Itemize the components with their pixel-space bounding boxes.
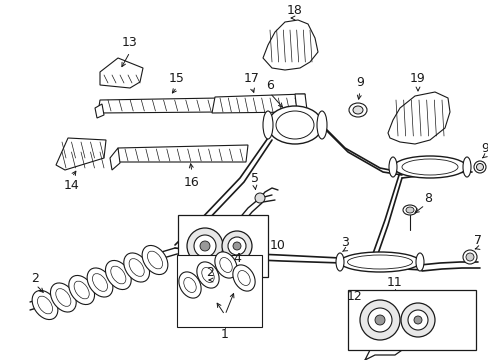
Ellipse shape (267, 106, 322, 144)
Ellipse shape (401, 159, 457, 175)
Ellipse shape (197, 262, 219, 288)
Text: 3: 3 (340, 235, 348, 248)
Ellipse shape (38, 296, 52, 314)
Bar (178, 215, 267, 277)
Ellipse shape (275, 111, 313, 139)
Ellipse shape (352, 106, 362, 114)
Text: 14: 14 (64, 179, 80, 192)
Circle shape (407, 310, 427, 330)
Circle shape (200, 241, 209, 251)
Ellipse shape (335, 253, 343, 271)
Ellipse shape (405, 207, 413, 213)
Ellipse shape (462, 157, 470, 177)
Ellipse shape (87, 268, 113, 297)
Circle shape (227, 237, 245, 255)
Ellipse shape (348, 103, 366, 117)
Ellipse shape (74, 281, 89, 299)
Text: 8: 8 (423, 192, 431, 204)
Text: 2: 2 (31, 271, 39, 284)
Text: 6: 6 (265, 78, 273, 91)
Text: 5: 5 (250, 171, 259, 185)
Ellipse shape (183, 278, 196, 292)
Circle shape (254, 193, 264, 203)
Ellipse shape (179, 272, 201, 298)
Ellipse shape (50, 283, 76, 312)
Polygon shape (95, 104, 104, 118)
Ellipse shape (142, 246, 167, 275)
Ellipse shape (263, 111, 272, 139)
Text: 16: 16 (184, 176, 200, 189)
Circle shape (186, 228, 223, 264)
Ellipse shape (69, 275, 94, 305)
Circle shape (367, 308, 391, 332)
Ellipse shape (316, 111, 326, 139)
Ellipse shape (123, 253, 149, 282)
Polygon shape (110, 148, 120, 170)
Ellipse shape (56, 289, 71, 306)
Text: 7: 7 (473, 234, 481, 247)
Circle shape (400, 303, 434, 337)
Text: 9: 9 (480, 141, 488, 154)
Ellipse shape (214, 252, 237, 278)
Text: 19: 19 (409, 72, 425, 85)
Ellipse shape (147, 251, 162, 269)
Text: 12: 12 (346, 289, 362, 302)
Circle shape (194, 235, 216, 257)
Text: 11: 11 (386, 275, 402, 288)
Text: 15: 15 (169, 72, 184, 85)
Ellipse shape (202, 267, 214, 283)
Bar (347, 290, 475, 350)
Ellipse shape (347, 255, 412, 269)
Ellipse shape (473, 161, 485, 173)
Ellipse shape (32, 291, 58, 320)
Ellipse shape (129, 258, 144, 276)
Text: 13: 13 (122, 36, 138, 49)
Polygon shape (387, 92, 449, 144)
Polygon shape (115, 145, 247, 162)
Circle shape (232, 242, 241, 250)
Polygon shape (294, 94, 306, 112)
Polygon shape (100, 58, 142, 88)
Text: 9: 9 (355, 76, 363, 89)
Circle shape (374, 315, 384, 325)
Ellipse shape (92, 274, 107, 291)
Polygon shape (212, 94, 305, 113)
Text: 17: 17 (244, 72, 260, 85)
Circle shape (222, 231, 251, 261)
Circle shape (359, 300, 399, 340)
Polygon shape (56, 138, 106, 170)
Ellipse shape (237, 271, 250, 285)
Ellipse shape (462, 250, 476, 264)
Ellipse shape (475, 163, 483, 171)
Ellipse shape (415, 253, 423, 271)
Ellipse shape (388, 157, 396, 177)
Ellipse shape (402, 205, 416, 215)
Text: 4: 4 (233, 252, 241, 265)
Text: 18: 18 (286, 4, 303, 17)
Text: 1: 1 (221, 328, 228, 342)
Text: 10: 10 (269, 239, 285, 252)
Text: 2: 2 (205, 266, 214, 279)
Polygon shape (98, 98, 220, 113)
Ellipse shape (105, 260, 131, 289)
Ellipse shape (232, 265, 255, 291)
Polygon shape (263, 20, 317, 70)
Circle shape (413, 316, 421, 324)
Bar (177, 255, 262, 327)
Ellipse shape (393, 156, 466, 178)
Ellipse shape (219, 257, 232, 273)
Ellipse shape (339, 252, 419, 272)
Ellipse shape (465, 253, 473, 261)
Ellipse shape (111, 266, 125, 284)
